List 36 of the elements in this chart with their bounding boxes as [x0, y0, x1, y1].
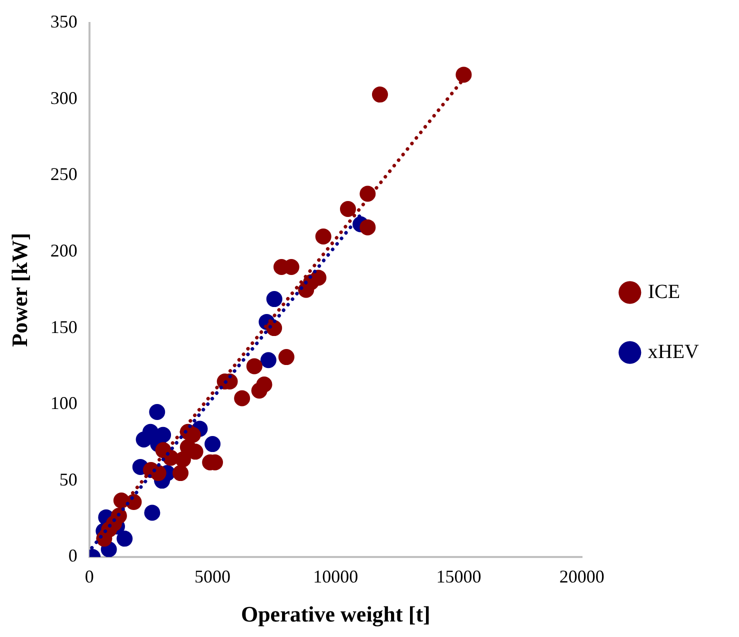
y-tick-label: 200 [50, 240, 78, 260]
legend-label: ICE [648, 280, 680, 303]
x-tick-label: 5000 [194, 566, 231, 587]
point [315, 228, 332, 244]
point [310, 270, 326, 286]
point [116, 530, 133, 547]
point [372, 86, 388, 103]
point [256, 376, 272, 393]
y-axis-title: Power [kW] [6, 232, 32, 347]
y-tick-label: 100 [50, 393, 78, 414]
point [155, 426, 172, 443]
x-tick-label: 0 [84, 566, 94, 587]
point [149, 404, 166, 420]
point [266, 291, 282, 308]
y-tick-label: 350 [50, 12, 78, 32]
y-tick-label: 150 [50, 316, 78, 337]
point [172, 465, 189, 482]
point [204, 436, 221, 452]
x-tick-label: 15000 [436, 566, 482, 587]
x-tick-label: 20000 [559, 566, 604, 587]
point [340, 201, 356, 218]
x-axis-title: Operative weight [t] [240, 601, 430, 626]
y-tick-label: 300 [50, 88, 78, 108]
point [260, 352, 276, 368]
y-tick-label: 250 [50, 164, 78, 184]
point [234, 390, 250, 406]
y-tick-label: 50 [59, 469, 78, 490]
point [360, 186, 376, 202]
point [278, 349, 294, 366]
point [360, 219, 376, 236]
x-tick-label: 10000 [313, 566, 358, 587]
legend-label: xHEV [648, 340, 700, 363]
point [144, 504, 160, 521]
y-tick-label: 0 [68, 546, 78, 566]
point [246, 358, 262, 374]
point [456, 66, 472, 83]
